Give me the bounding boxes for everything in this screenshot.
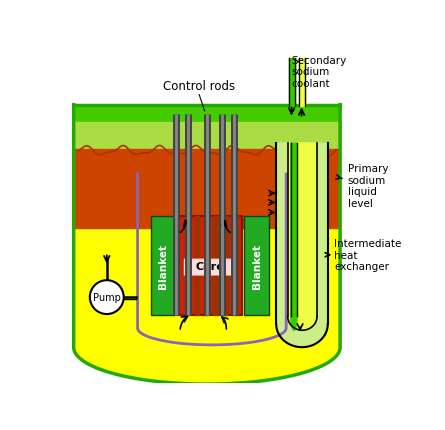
Polygon shape [233,217,238,315]
Text: Secondary
sodium
coolant: Secondary sodium coolant [291,55,347,89]
Polygon shape [74,105,340,384]
Polygon shape [288,144,317,331]
Polygon shape [74,149,340,228]
Polygon shape [276,144,328,347]
Polygon shape [224,217,228,315]
Text: Core: Core [196,261,224,271]
Polygon shape [74,122,340,149]
Bar [244,217,269,315]
Polygon shape [213,217,218,315]
Text: Intermediate
heat
exchanger: Intermediate heat exchanger [325,239,401,272]
Polygon shape [288,59,295,107]
Polygon shape [299,59,305,107]
Polygon shape [194,217,199,315]
Polygon shape [185,217,190,315]
Bar [178,217,242,315]
Text: Primary
sodium
liquid
level: Primary sodium liquid level [336,164,388,209]
Text: Control rods: Control rods [163,80,235,92]
FancyBboxPatch shape [184,259,236,276]
Text: Blanket: Blanket [251,243,262,289]
Text: Pump: Pump [93,292,121,302]
Circle shape [90,280,124,314]
Polygon shape [291,144,297,331]
Text: Blanket: Blanket [158,243,168,289]
Polygon shape [74,105,340,122]
Polygon shape [204,217,208,315]
Bar [151,217,176,315]
